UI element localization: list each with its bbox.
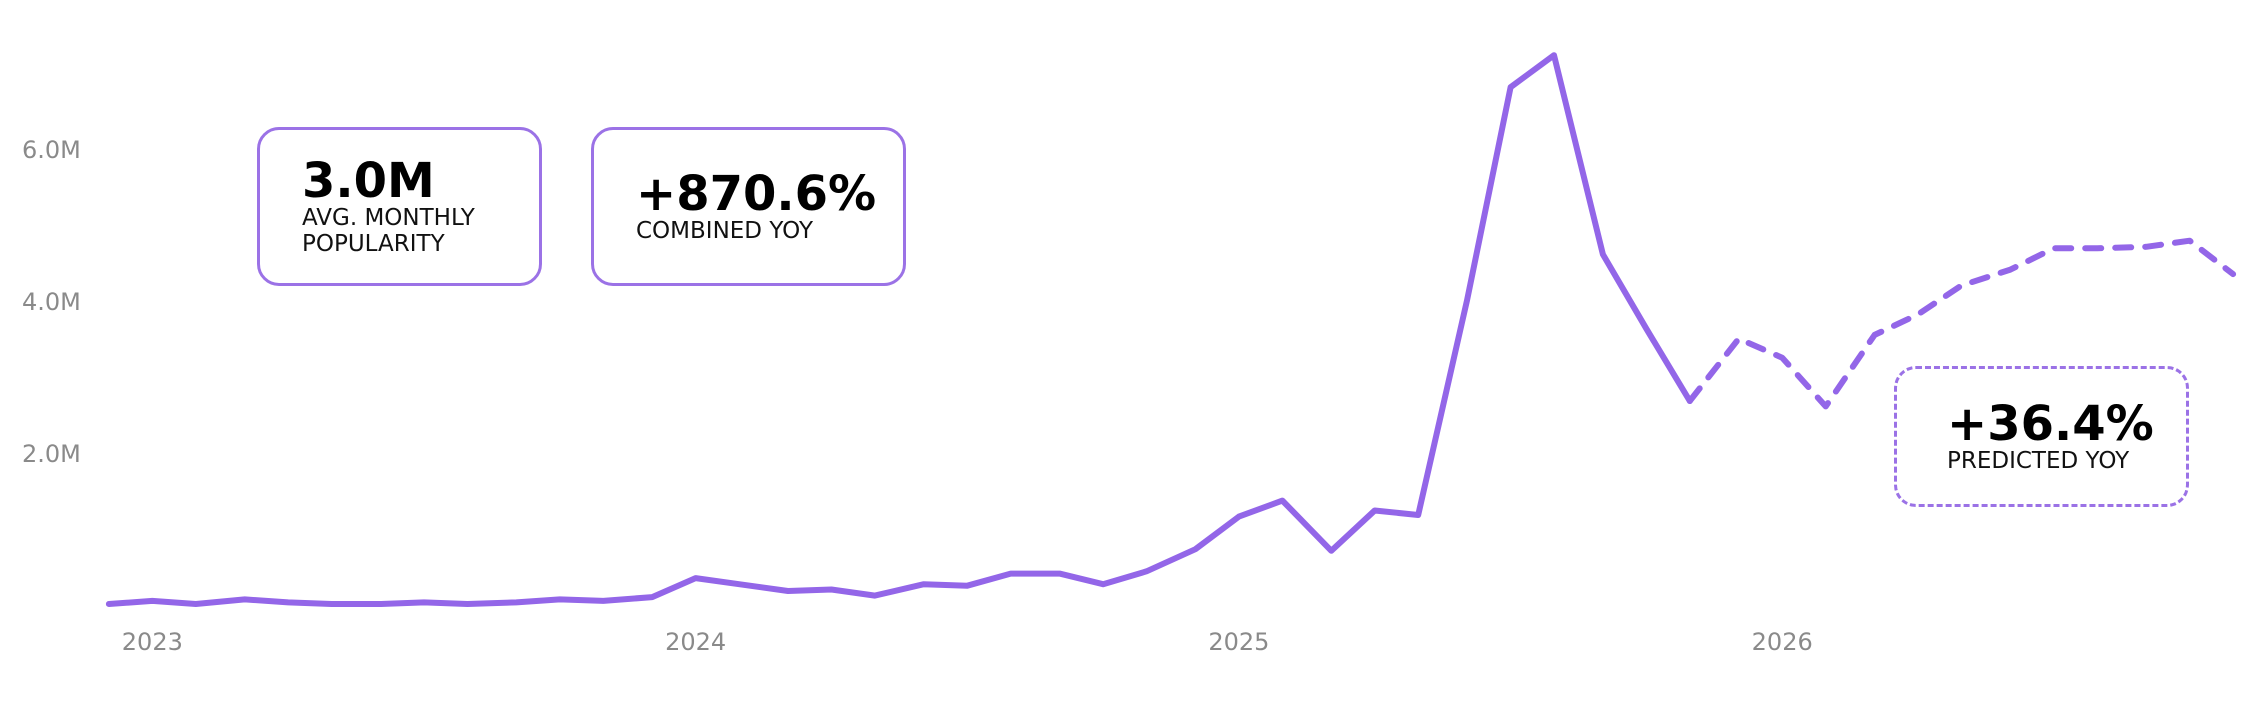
stat-label: COMBINED YOY <box>636 218 814 245</box>
y-tick-label: 4.0M <box>22 288 81 316</box>
y-tick-label: 6.0M <box>22 136 81 164</box>
stat-label: PREDICTED YOY <box>1947 448 2130 475</box>
stat-card: +870.6% COMBINED YOY <box>591 127 906 286</box>
stat-label: AVG. MONTHLY POPULARITY <box>302 205 475 257</box>
y-tick-label: 2.0M <box>22 440 81 468</box>
stat-card: 3.0M AVG. MONTHLY POPULARITY <box>257 127 542 286</box>
x-tick-label: 2024 <box>665 628 726 656</box>
stat-value: 3.0M <box>302 153 435 209</box>
line-series <box>1686 237 2237 410</box>
x-tick-label: 2026 <box>1752 628 1813 656</box>
stat-value: +36.4% <box>1947 395 2154 452</box>
line-series <box>105 52 1693 607</box>
x-tick-label: 2025 <box>1208 628 1269 656</box>
stat-value: +870.6% <box>636 165 877 222</box>
stat-card: +36.4% PREDICTED YOY <box>1894 366 2189 507</box>
x-tick-label: 2023 <box>122 628 183 656</box>
